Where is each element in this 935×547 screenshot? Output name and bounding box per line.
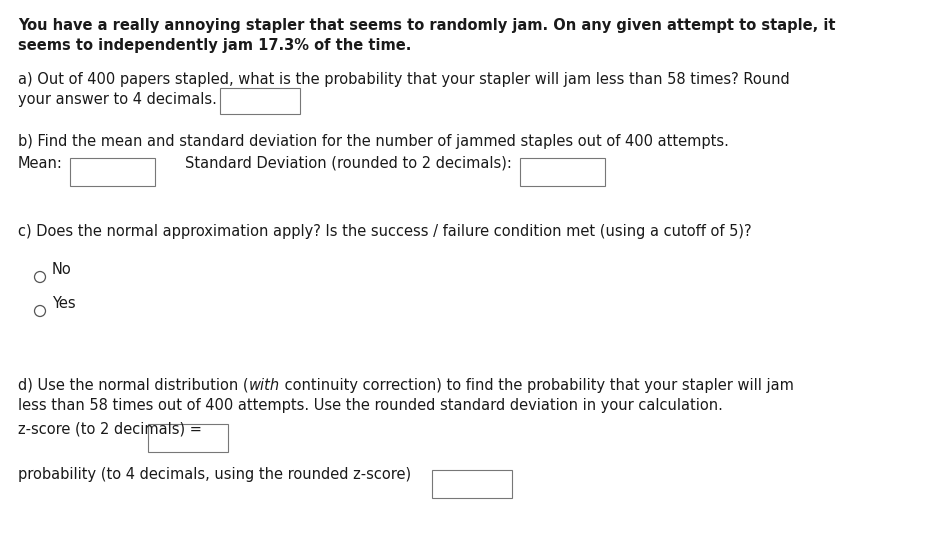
FancyBboxPatch shape	[70, 158, 155, 186]
Text: seems to independently jam 17.3% of the time.: seems to independently jam 17.3% of the …	[18, 38, 411, 53]
Text: Standard Deviation (rounded to 2 decimals):: Standard Deviation (rounded to 2 decimal…	[185, 155, 511, 171]
Text: Yes: Yes	[52, 295, 76, 311]
FancyBboxPatch shape	[520, 158, 605, 186]
Text: c) Does the normal approximation apply? Is the success / failure condition met (: c) Does the normal approximation apply? …	[18, 224, 752, 239]
Text: d) Use the normal distribution (: d) Use the normal distribution (	[18, 378, 249, 393]
Circle shape	[35, 306, 46, 317]
Circle shape	[35, 271, 46, 282]
FancyBboxPatch shape	[432, 470, 512, 498]
FancyBboxPatch shape	[220, 88, 300, 114]
Text: Mean:: Mean:	[18, 155, 63, 171]
Text: probability (to 4 decimals, using the rounded z-score): probability (to 4 decimals, using the ro…	[18, 468, 411, 482]
Text: less than 58 times out of 400 attempts. Use the rounded standard deviation in yo: less than 58 times out of 400 attempts. …	[18, 398, 723, 413]
Text: continuity correction) to find the probability that your stapler will jam: continuity correction) to find the proba…	[280, 378, 794, 393]
Text: b) Find the mean and standard deviation for the number of jammed staples out of : b) Find the mean and standard deviation …	[18, 134, 729, 149]
Text: z-score (to 2 decimals) =: z-score (to 2 decimals) =	[18, 422, 202, 437]
Text: a) Out of 400 papers stapled, what is the probability that your stapler will jam: a) Out of 400 papers stapled, what is th…	[18, 72, 790, 87]
Text: You have a really annoying stapler that seems to randomly jam. On any given atte: You have a really annoying stapler that …	[18, 18, 836, 33]
Text: your answer to 4 decimals.: your answer to 4 decimals.	[18, 92, 217, 107]
Text: with: with	[249, 378, 280, 393]
FancyBboxPatch shape	[148, 424, 228, 452]
Text: No: No	[52, 261, 72, 276]
